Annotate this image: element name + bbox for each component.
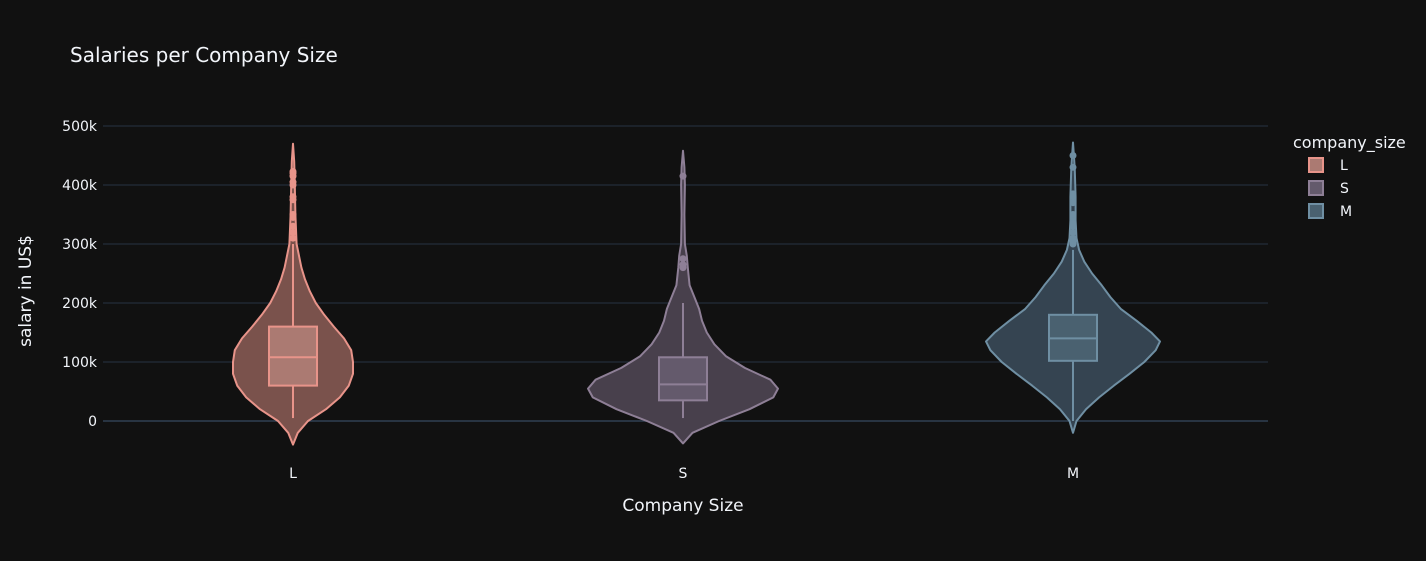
outlier-point xyxy=(289,211,297,218)
legend-item-L[interactable]: L xyxy=(1308,157,1348,174)
outlier-point xyxy=(1069,219,1077,227)
x-tick-label: L xyxy=(289,466,297,482)
legend-title: company_size xyxy=(1293,133,1406,153)
legend-label: M xyxy=(1340,204,1352,220)
y-tick-label: 400k xyxy=(62,178,98,194)
outlier-point xyxy=(1069,211,1077,218)
box xyxy=(658,356,708,402)
legend-label: L xyxy=(1340,158,1348,174)
legend-swatch xyxy=(1308,157,1324,173)
legend-item-M[interactable]: M xyxy=(1308,203,1352,220)
violin-L xyxy=(232,142,354,446)
legend-swatch xyxy=(1308,203,1324,219)
y-tick-labels: 0 100k 200k 300k 400k 500k xyxy=(62,119,98,430)
y-tick-label: 0 xyxy=(88,414,97,430)
outlier-point xyxy=(1069,228,1077,236)
x-tick-label: S xyxy=(679,466,688,482)
y-tick-label: 300k xyxy=(62,237,98,253)
legend[interactable]: company_size LSM xyxy=(1293,133,1406,220)
violin-series xyxy=(232,141,1161,446)
outlier-point xyxy=(289,178,297,186)
outlier-point xyxy=(679,261,687,269)
legend-label: S xyxy=(1340,181,1349,197)
outlier-point xyxy=(1069,199,1077,207)
box xyxy=(268,325,318,387)
outlier-point xyxy=(679,255,687,263)
outlier-point xyxy=(289,222,297,230)
outlier-point xyxy=(1069,163,1077,171)
outlier-point xyxy=(289,234,297,242)
x-axis-title: Company Size xyxy=(622,496,743,516)
x-tick-label: M xyxy=(1067,466,1079,482)
y-axis-title: salary in US$ xyxy=(16,235,36,347)
violin-M xyxy=(985,141,1161,434)
outlier-point xyxy=(289,228,297,236)
y-tick-label: 100k xyxy=(62,355,98,371)
violin-body xyxy=(587,149,779,445)
y-tick-label: 500k xyxy=(62,119,98,135)
chart-title: Salaries per Company Size xyxy=(70,43,338,67)
outlier-point xyxy=(679,172,687,180)
outlier-point xyxy=(289,193,297,201)
legend-item-S[interactable]: S xyxy=(1308,180,1349,197)
violin-S xyxy=(587,149,779,445)
y-tick-label: 200k xyxy=(62,296,98,312)
outlier-point xyxy=(289,167,297,175)
legend-swatch xyxy=(1308,180,1324,196)
outlier-point xyxy=(1069,234,1077,242)
outlier-point xyxy=(1069,190,1077,198)
outlier-point xyxy=(1069,152,1077,159)
